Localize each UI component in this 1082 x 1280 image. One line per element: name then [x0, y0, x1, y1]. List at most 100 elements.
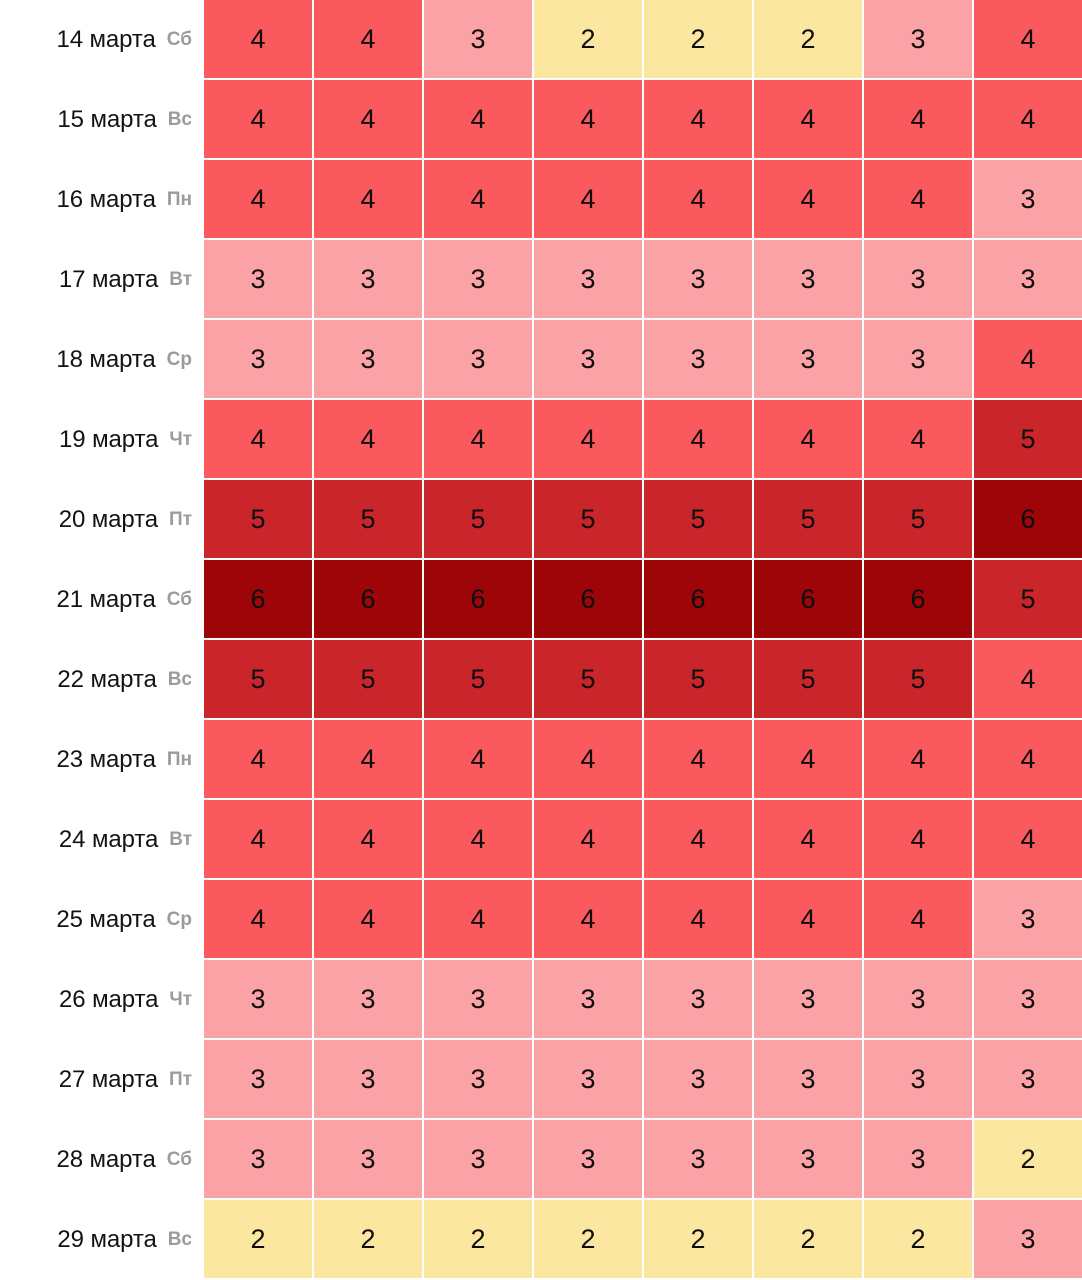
heatmap-cell[interactable]: 3 — [974, 160, 1082, 238]
heatmap-cell[interactable]: 3 — [534, 1120, 642, 1198]
heatmap-cell[interactable]: 3 — [424, 1040, 532, 1118]
heatmap-cell[interactable]: 3 — [864, 1040, 972, 1118]
heatmap-cell[interactable]: 2 — [534, 1200, 642, 1278]
heatmap-cell[interactable]: 6 — [424, 560, 532, 638]
heatmap-cell[interactable]: 5 — [314, 480, 422, 558]
heatmap-cell[interactable]: 4 — [424, 160, 532, 238]
heatmap-cell[interactable]: 2 — [534, 0, 642, 78]
heatmap-cell[interactable]: 4 — [754, 400, 862, 478]
heatmap-cell[interactable]: 3 — [534, 1040, 642, 1118]
heatmap-cell[interactable]: 4 — [864, 160, 972, 238]
heatmap-cell[interactable]: 3 — [644, 1040, 752, 1118]
heatmap-cell[interactable]: 4 — [204, 880, 312, 958]
heatmap-cell[interactable]: 3 — [314, 1040, 422, 1118]
heatmap-cell[interactable]: 4 — [644, 160, 752, 238]
heatmap-cell[interactable]: 4 — [974, 640, 1082, 718]
heatmap-cell[interactable]: 4 — [424, 800, 532, 878]
heatmap-cell[interactable]: 5 — [864, 480, 972, 558]
heatmap-cell[interactable]: 5 — [204, 640, 312, 718]
heatmap-cell[interactable]: 4 — [864, 400, 972, 478]
heatmap-cell[interactable]: 3 — [644, 240, 752, 318]
heatmap-cell[interactable]: 4 — [754, 880, 862, 958]
heatmap-cell[interactable]: 6 — [974, 480, 1082, 558]
heatmap-cell[interactable]: 6 — [204, 560, 312, 638]
heatmap-cell[interactable]: 4 — [974, 320, 1082, 398]
heatmap-cell[interactable]: 4 — [204, 80, 312, 158]
heatmap-cell[interactable]: 4 — [314, 80, 422, 158]
heatmap-cell[interactable]: 4 — [644, 720, 752, 798]
heatmap-cell[interactable]: 3 — [644, 320, 752, 398]
heatmap-cell[interactable]: 3 — [864, 960, 972, 1038]
heatmap-cell[interactable]: 4 — [314, 0, 422, 78]
heatmap-cell[interactable]: 6 — [644, 560, 752, 638]
heatmap-cell[interactable]: 5 — [534, 640, 642, 718]
heatmap-cell[interactable]: 4 — [424, 80, 532, 158]
heatmap-cell[interactable]: 4 — [314, 400, 422, 478]
heatmap-cell[interactable]: 4 — [644, 400, 752, 478]
heatmap-cell[interactable]: 4 — [864, 80, 972, 158]
heatmap-cell[interactable]: 4 — [974, 0, 1082, 78]
heatmap-cell[interactable]: 3 — [204, 1040, 312, 1118]
heatmap-cell[interactable]: 4 — [424, 400, 532, 478]
heatmap-cell[interactable]: 3 — [534, 960, 642, 1038]
heatmap-cell[interactable]: 2 — [424, 1200, 532, 1278]
heatmap-cell[interactable]: 3 — [864, 1120, 972, 1198]
heatmap-cell[interactable]: 5 — [864, 640, 972, 718]
heatmap-cell[interactable]: 4 — [314, 720, 422, 798]
heatmap-cell[interactable]: 2 — [204, 1200, 312, 1278]
heatmap-cell[interactable]: 4 — [754, 80, 862, 158]
heatmap-cell[interactable]: 4 — [204, 800, 312, 878]
heatmap-cell[interactable]: 3 — [864, 240, 972, 318]
heatmap-cell[interactable]: 4 — [754, 720, 862, 798]
heatmap-cell[interactable]: 5 — [754, 640, 862, 718]
heatmap-cell[interactable]: 3 — [754, 1120, 862, 1198]
heatmap-cell[interactable]: 5 — [424, 480, 532, 558]
heatmap-cell[interactable]: 3 — [314, 320, 422, 398]
heatmap-cell[interactable]: 3 — [974, 1040, 1082, 1118]
heatmap-cell[interactable]: 4 — [534, 800, 642, 878]
heatmap-cell[interactable]: 4 — [424, 720, 532, 798]
heatmap-cell[interactable]: 4 — [314, 160, 422, 238]
heatmap-cell[interactable]: 5 — [534, 480, 642, 558]
heatmap-cell[interactable]: 3 — [424, 0, 532, 78]
heatmap-cell[interactable]: 4 — [204, 0, 312, 78]
heatmap-cell[interactable]: 4 — [974, 800, 1082, 878]
heatmap-cell[interactable]: 3 — [424, 320, 532, 398]
heatmap-cell[interactable]: 3 — [974, 240, 1082, 318]
heatmap-cell[interactable]: 3 — [534, 240, 642, 318]
heatmap-cell[interactable]: 2 — [754, 1200, 862, 1278]
heatmap-cell[interactable]: 5 — [754, 480, 862, 558]
heatmap-cell[interactable]: 4 — [864, 800, 972, 878]
heatmap-cell[interactable]: 4 — [974, 80, 1082, 158]
heatmap-cell[interactable]: 2 — [644, 0, 752, 78]
heatmap-cell[interactable]: 3 — [644, 1120, 752, 1198]
heatmap-cell[interactable]: 4 — [534, 880, 642, 958]
heatmap-cell[interactable]: 6 — [314, 560, 422, 638]
heatmap-cell[interactable]: 4 — [314, 800, 422, 878]
heatmap-cell[interactable]: 3 — [864, 320, 972, 398]
heatmap-cell[interactable]: 3 — [534, 320, 642, 398]
heatmap-cell[interactable]: 2 — [754, 0, 862, 78]
heatmap-cell[interactable]: 3 — [754, 1040, 862, 1118]
heatmap-cell[interactable]: 3 — [974, 880, 1082, 958]
heatmap-cell[interactable]: 3 — [424, 960, 532, 1038]
heatmap-cell[interactable]: 3 — [204, 320, 312, 398]
heatmap-cell[interactable]: 3 — [314, 240, 422, 318]
heatmap-cell[interactable]: 4 — [864, 880, 972, 958]
heatmap-cell[interactable]: 5 — [424, 640, 532, 718]
heatmap-cell[interactable]: 4 — [204, 400, 312, 478]
heatmap-cell[interactable]: 3 — [424, 1120, 532, 1198]
heatmap-cell[interactable]: 2 — [864, 1200, 972, 1278]
heatmap-cell[interactable]: 4 — [424, 880, 532, 958]
heatmap-cell[interactable]: 3 — [204, 1120, 312, 1198]
heatmap-cell[interactable]: 3 — [424, 240, 532, 318]
heatmap-cell[interactable]: 5 — [314, 640, 422, 718]
heatmap-cell[interactable]: 3 — [754, 240, 862, 318]
heatmap-cell[interactable]: 4 — [314, 880, 422, 958]
heatmap-cell[interactable]: 4 — [974, 720, 1082, 798]
heatmap-cell[interactable]: 2 — [644, 1200, 752, 1278]
heatmap-cell[interactable]: 3 — [204, 240, 312, 318]
heatmap-cell[interactable]: 3 — [864, 0, 972, 78]
heatmap-cell[interactable]: 5 — [644, 640, 752, 718]
heatmap-cell[interactable]: 3 — [754, 960, 862, 1038]
